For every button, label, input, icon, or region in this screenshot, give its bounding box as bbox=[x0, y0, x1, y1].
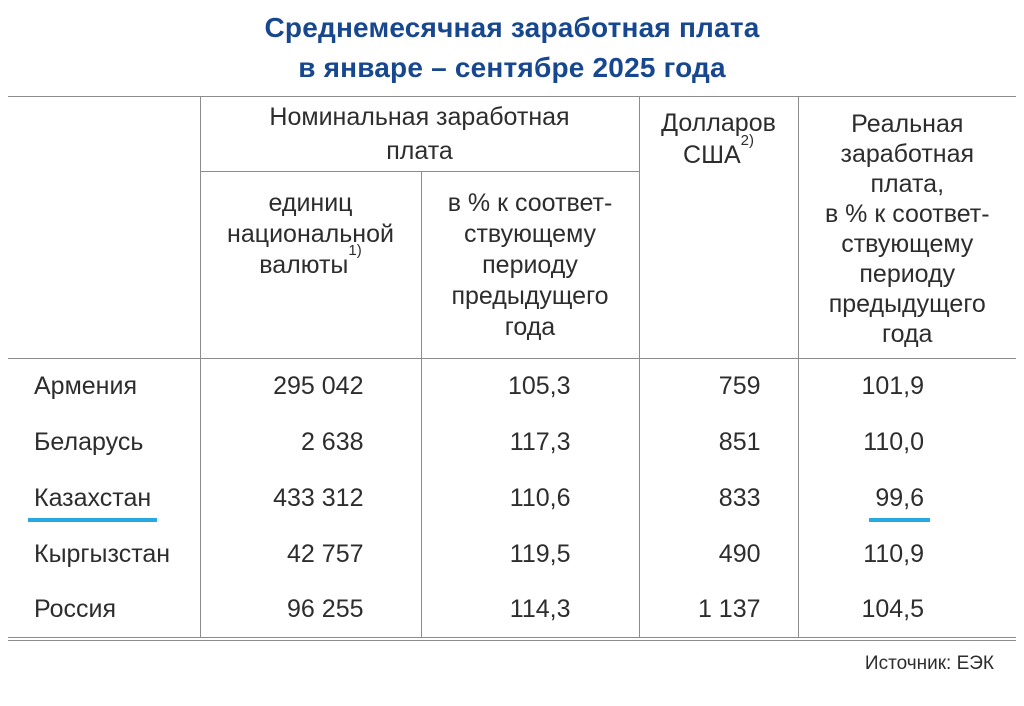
header-usd: Долларов США2) bbox=[638, 96, 799, 359]
table-row: Россия 96 255 114,3 1 137 104,5 bbox=[8, 582, 1017, 639]
table-row: Казахстан 433 312 110,6 833 99,6 bbox=[8, 470, 1017, 527]
usd-value: 851 bbox=[718, 428, 761, 456]
pct-prev-year-value: 110,6 bbox=[509, 484, 571, 512]
pct-prev-year-cell: 105,3 bbox=[420, 358, 640, 415]
real-pct-cell: 110,0 bbox=[797, 414, 1017, 471]
footnote-marker-2: 2) bbox=[740, 131, 755, 149]
header-pct-prev-year: в % к соответ- ствующему периоду предыду… bbox=[421, 171, 640, 359]
table-row: Кыргызстан 42 757 119,5 490 110,9 bbox=[8, 526, 1017, 583]
header-national-currency: единиц национальной валюты1) bbox=[199, 171, 422, 359]
header-nominal-group: Номинальная заработная плата bbox=[199, 96, 640, 172]
table-header: Номинальная заработная плата Долларов СШ… bbox=[8, 96, 1017, 359]
real-pct-value: 104,5 bbox=[861, 595, 925, 623]
footnote-marker-1: 1) bbox=[348, 241, 362, 259]
usd-cell: 851 bbox=[638, 414, 799, 471]
national-currency-value: 42 757 bbox=[287, 540, 364, 568]
usd-cell: 490 bbox=[638, 526, 799, 583]
table-row: Армения 295 042 105,3 759 101,9 bbox=[8, 358, 1017, 415]
wages-table: Номинальная заработная плата Долларов СШ… bbox=[8, 96, 1017, 641]
country-label: Россия bbox=[34, 595, 116, 623]
pct-prev-year-cell: 114,3 bbox=[420, 582, 640, 639]
country-cell: Казахстан bbox=[8, 471, 200, 527]
usd-value: 490 bbox=[718, 540, 761, 568]
national-currency-cell: 433 312 bbox=[199, 470, 421, 527]
national-currency-value: 96 255 bbox=[287, 595, 364, 623]
usd-value: 833 bbox=[718, 484, 761, 512]
real-pct-cell: 99,6 bbox=[797, 470, 1017, 527]
usd-value: 1 137 bbox=[697, 595, 761, 623]
country-cell: Кыргызстан bbox=[8, 527, 200, 583]
page-title-line2: в январе – сентябре 2025 года bbox=[298, 52, 726, 83]
country-cell: Россия bbox=[8, 583, 200, 639]
source-note: Источник: ЕЭК bbox=[864, 652, 994, 674]
national-currency-value: 433 312 bbox=[273, 484, 364, 512]
pct-prev-year-value: 117,3 bbox=[509, 428, 571, 456]
country-label: Беларусь bbox=[34, 428, 144, 456]
pct-prev-year-value: 114,3 bbox=[509, 595, 571, 623]
usd-value: 759 bbox=[718, 372, 761, 401]
usd-cell: 759 bbox=[638, 358, 799, 415]
real-pct-value: 110,9 bbox=[863, 540, 925, 568]
pct-prev-year-cell: 110,6 bbox=[420, 470, 640, 527]
header-national-currency-label: единиц национальной валюты bbox=[227, 189, 394, 279]
real-pct-value: 99,6 bbox=[869, 484, 931, 522]
header-real: Реальная заработная плата, в % к соответ… bbox=[797, 96, 1017, 359]
country-cell: Беларусь bbox=[8, 415, 200, 471]
wages-infographic: Среднемесячная заработная плата в январе… bbox=[0, 8, 1024, 706]
country-label: Армения bbox=[34, 372, 137, 401]
national-currency-cell: 295 042 bbox=[199, 358, 421, 415]
national-currency-value: 295 042 bbox=[273, 372, 364, 401]
pct-prev-year-cell: 119,5 bbox=[420, 526, 640, 583]
table-body: Армения 295 042 105,3 759 101,9 Беларусь… bbox=[8, 358, 1017, 639]
real-pct-cell: 104,5 bbox=[797, 582, 1017, 639]
country-label: Казахстан bbox=[28, 484, 158, 522]
national-currency-cell: 96 255 bbox=[199, 582, 421, 639]
real-pct-cell: 110,9 bbox=[797, 526, 1017, 583]
country-cell: Армения bbox=[8, 359, 200, 415]
usd-cell: 1 137 bbox=[638, 582, 799, 639]
page-title-line1: Среднемесячная заработная плата bbox=[264, 12, 760, 43]
real-pct-cell: 101,9 bbox=[797, 358, 1017, 415]
usd-cell: 833 bbox=[638, 470, 799, 527]
corner-cell bbox=[8, 96, 201, 359]
national-currency-cell: 42 757 bbox=[199, 526, 421, 583]
pct-prev-year-value: 105,3 bbox=[507, 372, 571, 401]
pct-prev-year-cell: 117,3 bbox=[420, 414, 640, 471]
pct-prev-year-value: 119,5 bbox=[509, 540, 571, 568]
national-currency-cell: 2 638 bbox=[199, 414, 421, 471]
real-pct-value: 101,9 bbox=[861, 372, 925, 401]
page-title: Среднемесячная заработная плата в январе… bbox=[0, 8, 1024, 88]
header-usd-label: Долларов США bbox=[661, 109, 776, 169]
table-row: Беларусь 2 638 117,3 851 110,0 bbox=[8, 414, 1017, 471]
country-label: Кыргызстан bbox=[34, 540, 171, 568]
real-pct-value: 110,0 bbox=[863, 428, 925, 456]
national-currency-value: 2 638 bbox=[300, 428, 364, 456]
